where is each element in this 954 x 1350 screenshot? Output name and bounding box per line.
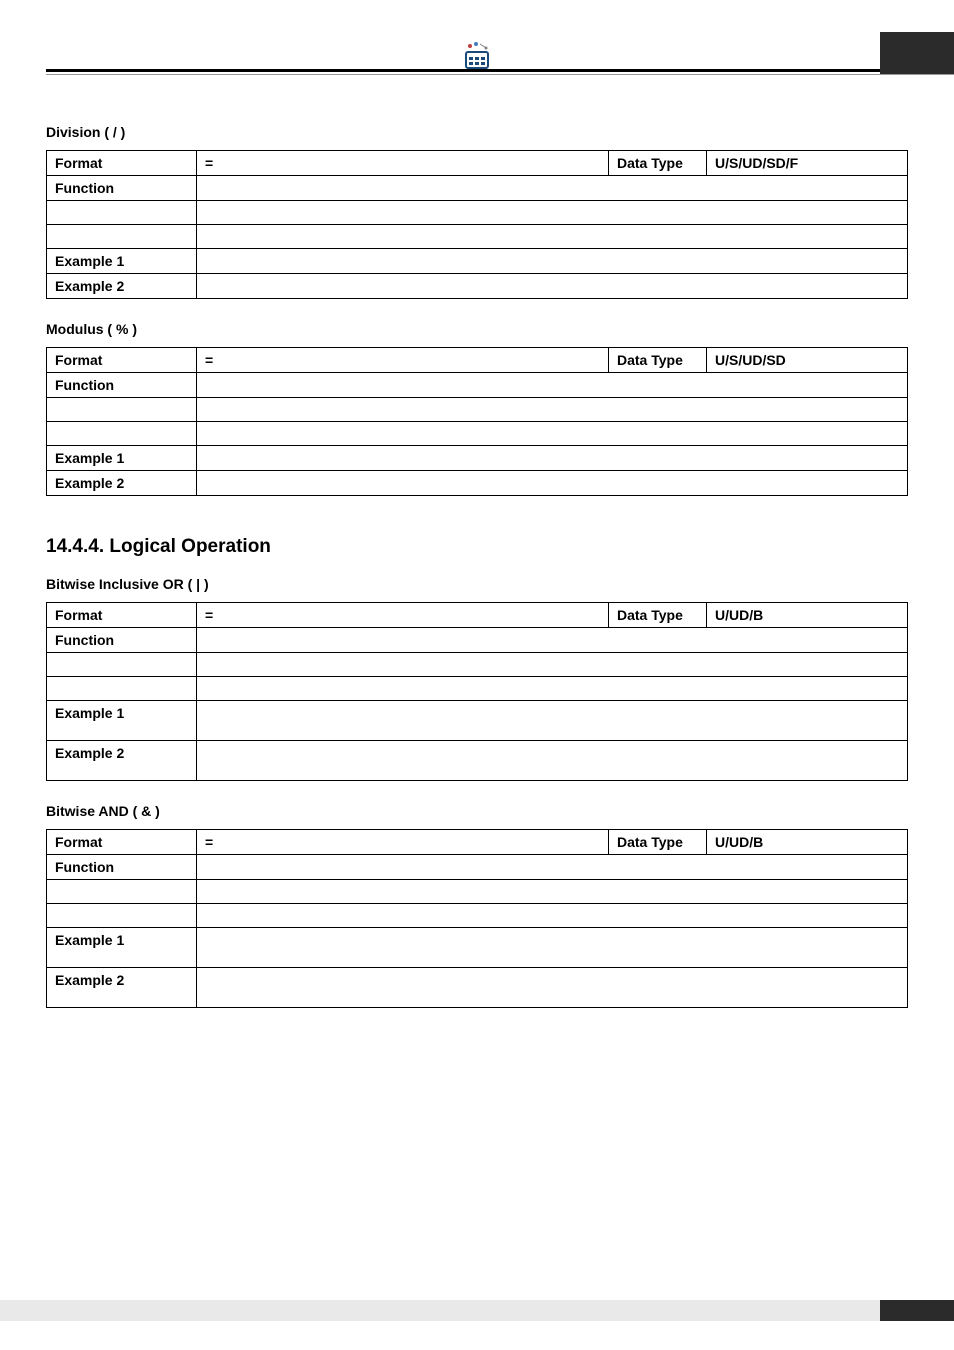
function-label: Function (47, 373, 197, 398)
example1-value (197, 249, 908, 274)
cell-empty (47, 904, 197, 928)
header-accent-box (880, 32, 954, 74)
subsection-title-bitwise-or: Bitwise Inclusive OR ( | ) (46, 576, 908, 592)
subsection-title-bitwise-and: Bitwise AND ( & ) (46, 803, 908, 819)
cell-empty (47, 677, 197, 701)
table-row (47, 880, 908, 904)
table-row: Format = Data Type U/S/UD/SD (47, 348, 908, 373)
format-eq: = (197, 830, 609, 855)
table-row: Format = Data Type U/UD/B (47, 603, 908, 628)
format-label: Format (47, 603, 197, 628)
example2-label: Example 2 (47, 968, 197, 1008)
datatype-label: Data Type (609, 348, 707, 373)
cell-empty (47, 398, 197, 422)
function-label: Function (47, 628, 197, 653)
subsection-title-modulus: Modulus ( % ) (46, 321, 908, 337)
table-row: Example 2 (47, 471, 908, 496)
table-row (47, 422, 908, 446)
datatype-value: U/S/UD/SD (707, 348, 908, 373)
format-eq: = (197, 603, 609, 628)
table-row (47, 904, 908, 928)
example1-value (197, 928, 908, 968)
table-row: Function (47, 373, 908, 398)
table-row (47, 653, 908, 677)
precaution2 (197, 904, 908, 928)
format-label: Format (47, 348, 197, 373)
table-row: Example 1 (47, 928, 908, 968)
table-row: Example 1 (47, 446, 908, 471)
table-row: Function (47, 628, 908, 653)
header-rule (46, 69, 880, 72)
table-row: Format = Data Type U/S/UD/SD/F (47, 151, 908, 176)
table-row: Example 1 (47, 249, 908, 274)
page-footer (0, 1300, 954, 1321)
datatype-value: U/UD/B (707, 603, 908, 628)
table-row: Format = Data Type U/UD/B (47, 830, 908, 855)
cell-empty (47, 653, 197, 677)
section-heading-logical-operation: 14.4.4. Logical Operation (46, 536, 908, 558)
function-label: Function (47, 176, 197, 201)
example2-value (197, 741, 908, 781)
example2-label: Example 2 (47, 741, 197, 781)
cell-empty (47, 225, 197, 249)
datatype-label: Data Type (609, 151, 707, 176)
precaution1 (197, 398, 908, 422)
function-value (197, 628, 908, 653)
function-value (197, 855, 908, 880)
format-eq: = (197, 151, 609, 176)
precaution2 (197, 422, 908, 446)
datatype-value: U/S/UD/SD/F (707, 151, 908, 176)
table-row: Example 2 (47, 274, 908, 299)
table-bitwise-or: Format = Data Type U/UD/B Function Examp… (46, 602, 908, 781)
example1-label: Example 1 (47, 446, 197, 471)
subsection-title-division: Division ( / ) (46, 124, 908, 140)
table-row: Example 2 (47, 741, 908, 781)
table-row: Function (47, 176, 908, 201)
format-label: Format (47, 151, 197, 176)
example1-value (197, 446, 908, 471)
table-row (47, 201, 908, 225)
page-header (0, 0, 954, 74)
format-label: Format (47, 830, 197, 855)
function-value (197, 176, 908, 201)
table-row: Example 2 (47, 968, 908, 1008)
format-eq: = (197, 348, 609, 373)
footer-accent-box (880, 1300, 954, 1321)
precaution2 (197, 225, 908, 249)
table-row (47, 225, 908, 249)
cell-empty (47, 880, 197, 904)
example2-value (197, 968, 908, 1008)
example1-label: Example 1 (47, 249, 197, 274)
table-row (47, 677, 908, 701)
precaution1 (197, 201, 908, 225)
example2-label: Example 2 (47, 471, 197, 496)
precaution1 (197, 880, 908, 904)
table-bitwise-and: Format = Data Type U/UD/B Function Examp… (46, 829, 908, 1008)
example1-label: Example 1 (47, 928, 197, 968)
page-content: Division ( / ) Format = Data Type U/S/UD… (0, 74, 954, 1008)
precaution2 (197, 677, 908, 701)
datatype-label: Data Type (609, 603, 707, 628)
datatype-value: U/UD/B (707, 830, 908, 855)
table-row: Function (47, 855, 908, 880)
example2-value (197, 274, 908, 299)
cell-empty (47, 422, 197, 446)
function-label: Function (47, 855, 197, 880)
example2-label: Example 2 (47, 274, 197, 299)
example1-label: Example 1 (47, 701, 197, 741)
table-modulus: Format = Data Type U/S/UD/SD Function Ex… (46, 347, 908, 496)
datatype-label: Data Type (609, 830, 707, 855)
cell-empty (47, 201, 197, 225)
function-value (197, 373, 908, 398)
precaution1 (197, 653, 908, 677)
example2-value (197, 471, 908, 496)
table-division: Format = Data Type U/S/UD/SD/F Function … (46, 150, 908, 299)
table-row: Example 1 (47, 701, 908, 741)
header-rule-thin (46, 74, 954, 75)
example1-value (197, 701, 908, 741)
table-row (47, 398, 908, 422)
